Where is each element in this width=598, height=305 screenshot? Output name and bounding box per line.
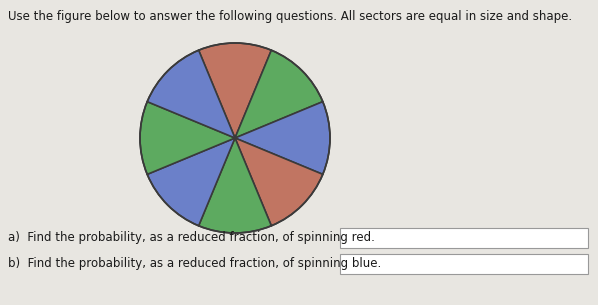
Wedge shape	[235, 50, 323, 138]
FancyBboxPatch shape	[340, 254, 588, 274]
Wedge shape	[199, 138, 271, 233]
Text: Use the figure below to answer the following questions. All sectors are equal in: Use the figure below to answer the follo…	[8, 10, 572, 23]
Wedge shape	[235, 102, 330, 174]
Text: b)  Find the probability, as a reduced fraction, of spinning blue.: b) Find the probability, as a reduced fr…	[8, 257, 382, 271]
FancyBboxPatch shape	[340, 228, 588, 248]
Text: a)  Find the probability, as a reduced fraction, of spinning red.: a) Find the probability, as a reduced fr…	[8, 231, 375, 245]
Wedge shape	[199, 43, 271, 138]
Wedge shape	[140, 102, 235, 174]
Wedge shape	[147, 50, 235, 138]
Wedge shape	[147, 138, 235, 226]
Wedge shape	[235, 138, 323, 226]
